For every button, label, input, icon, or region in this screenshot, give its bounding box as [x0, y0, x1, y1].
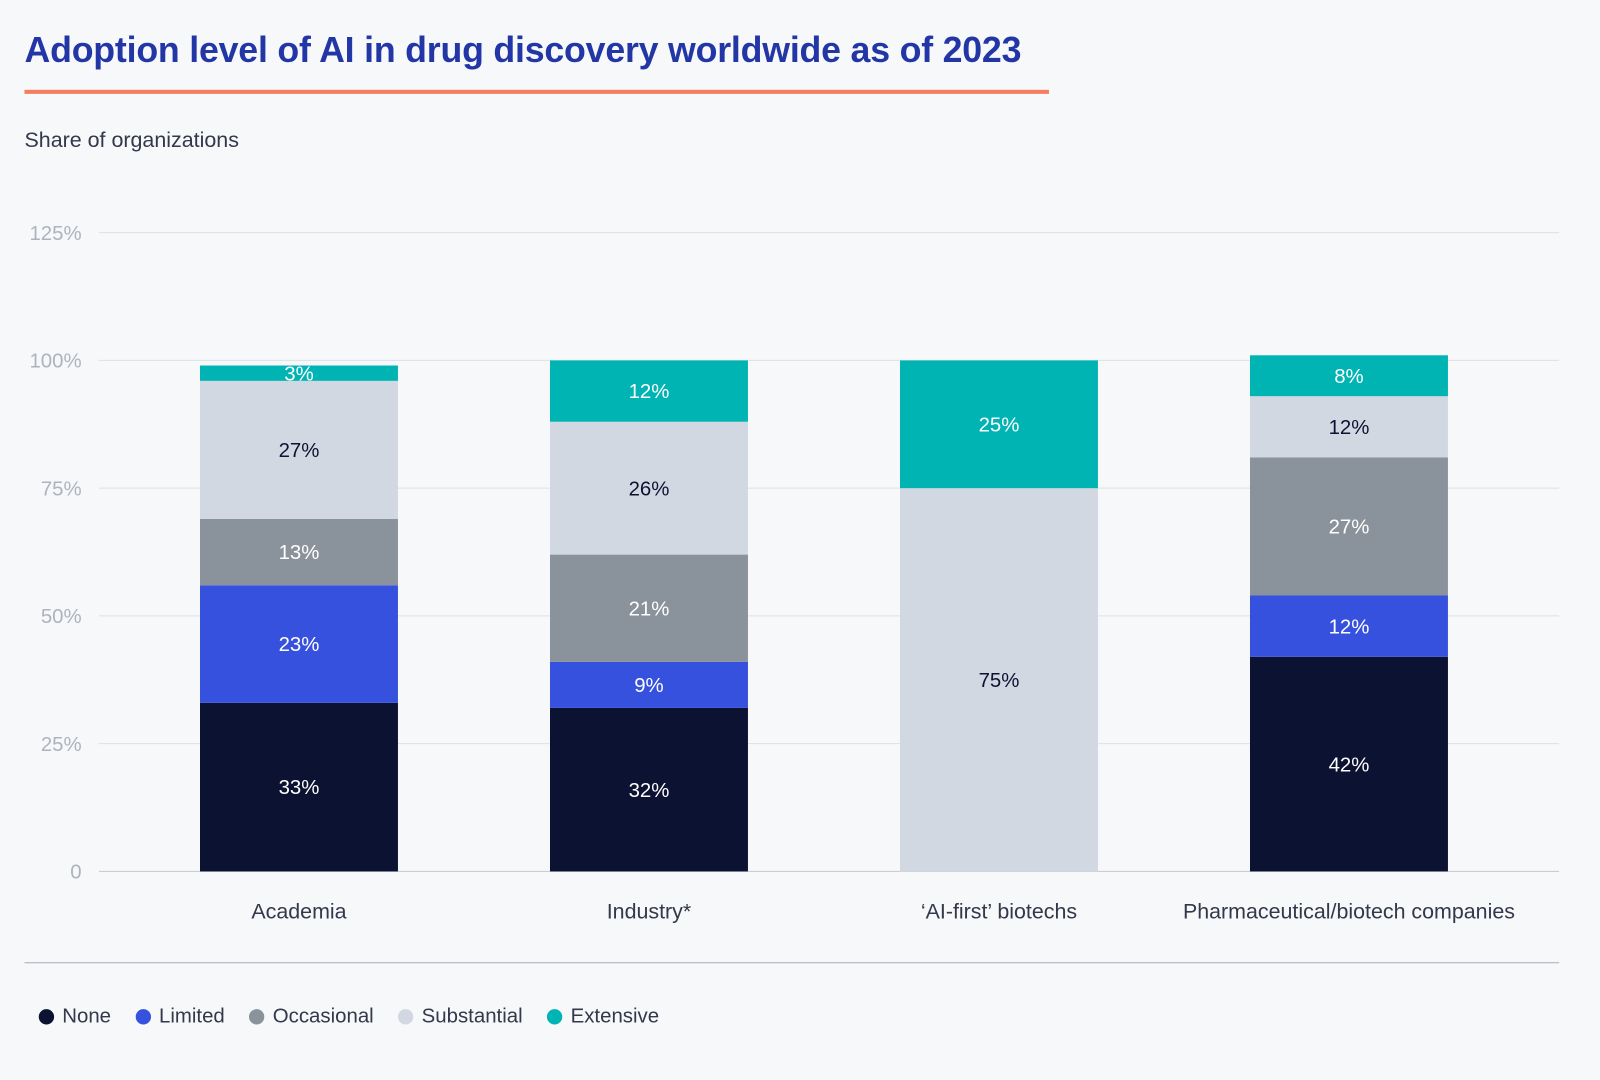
bar-segment-substantial — [549, 421, 748, 555]
legend-label: Extensive — [570, 1005, 660, 1028]
x-category-label: Pharmaceutical/biotech companies — [1183, 899, 1515, 923]
legend: None Limited Occasional Substantial Extensiv… — [38, 1005, 659, 1028]
legend-item-substantial: Substantial — [398, 1005, 523, 1028]
legend-item-extensive: Extensive — [547, 1005, 659, 1028]
x-category-label: Industry* — [607, 899, 691, 923]
data-label: 8% — [1334, 366, 1363, 388]
x-category-label: ‘AI-first’ biotechs — [921, 899, 1077, 923]
bar-segment-extensive — [199, 365, 398, 381]
y-tick-label: 75% — [41, 478, 82, 500]
bar-segment-limited — [1249, 595, 1448, 657]
legend-dot-icon — [547, 1009, 563, 1025]
chart-title: Adoption level of AI in drug discovery w… — [24, 30, 1022, 71]
y-tick-label: 100% — [29, 351, 81, 373]
stacked-bar-chart: 0 25% 50% 75% 100% 125% 33% 23% 13% 27% 3% Academia… — [29, 223, 1560, 923]
bar-segment-extensive — [899, 360, 1098, 489]
bar-segment-limited — [199, 585, 398, 703]
bar-segment-occasional — [1249, 457, 1448, 596]
data-label: 3% — [284, 363, 313, 385]
bar-segment-none — [549, 707, 748, 872]
y-tick-label: 0 — [70, 862, 81, 884]
legend-item-occasional: Occasional — [249, 1005, 374, 1028]
data-label: 42% — [1329, 754, 1370, 776]
bar-segment-none — [199, 702, 398, 872]
chart-subtitle: Share of organizations — [24, 128, 239, 153]
data-label: 13% — [279, 542, 320, 564]
data-label: 27% — [1329, 517, 1370, 539]
bar-segment-none — [1249, 656, 1448, 872]
legend-dot-icon — [398, 1009, 414, 1025]
legend-divider — [24, 962, 1560, 964]
legend-label: None — [62, 1005, 112, 1028]
legend-dot-icon — [135, 1009, 151, 1025]
bar-segment-substantial — [199, 380, 398, 519]
data-label: 12% — [1329, 616, 1370, 638]
data-label: 12% — [1329, 417, 1370, 439]
y-tick-label: 50% — [41, 606, 82, 628]
data-label: 26% — [629, 478, 670, 500]
data-label: 9% — [634, 675, 663, 697]
data-label: 33% — [279, 777, 320, 799]
legend-dot-icon — [249, 1009, 265, 1025]
legend-label: Substantial — [421, 1005, 523, 1028]
data-label: 32% — [629, 780, 670, 802]
bar-segment-substantial — [899, 488, 1098, 872]
x-category-label: Academia — [251, 899, 346, 923]
bar-segment-occasional — [199, 518, 398, 586]
legend-item-none: None — [38, 1005, 112, 1028]
bar-segment-substantial — [1249, 396, 1448, 458]
bar-segment-extensive — [1249, 355, 1448, 397]
legend-dot-icon — [38, 1009, 55, 1025]
bar-segment-extensive — [549, 360, 748, 422]
data-label: 27% — [279, 440, 320, 462]
y-tick-label: 25% — [41, 734, 82, 756]
legend-label: Occasional — [272, 1005, 374, 1028]
data-label: 23% — [279, 634, 320, 656]
bar-segment-limited — [549, 661, 748, 708]
title-underline — [24, 89, 1049, 94]
legend-label: Limited — [158, 1005, 225, 1028]
data-label: 25% — [979, 414, 1020, 436]
data-label: 12% — [629, 381, 670, 403]
bar-segment-occasional — [549, 554, 748, 662]
legend-item-limited: Limited — [135, 1005, 225, 1028]
data-label: 21% — [629, 598, 670, 620]
y-tick-label: 125% — [29, 223, 81, 245]
data-label: 75% — [979, 670, 1020, 692]
